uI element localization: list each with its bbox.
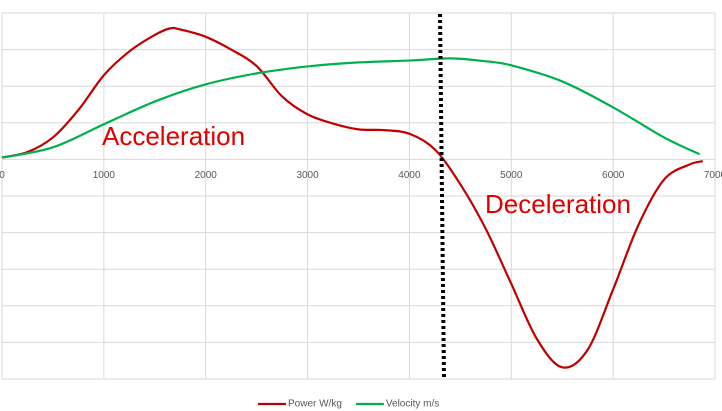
legend: Power W/kg Velocity m/s [258, 399, 439, 410]
x-tick-label: 0 [0, 170, 5, 181]
annotation: Deceleration [485, 189, 631, 219]
x-tick-label: 4000 [398, 170, 421, 181]
x-tick-label: 3000 [296, 170, 319, 181]
x-tick-label: 5000 [500, 170, 523, 181]
legend-label: Velocity m/s [386, 399, 439, 410]
legend-label: Power W/kg [288, 399, 342, 410]
line-series [1, 57, 701, 159]
x-tick-label: 7000 [704, 170, 722, 181]
x-tick-label: 2000 [195, 170, 218, 181]
plot [1, 26, 704, 369]
x-tick-label: 6000 [602, 170, 625, 181]
annotation: Acceleration [102, 121, 245, 151]
divider-line [438, 13, 446, 381]
line-series [1, 26, 704, 369]
x-tick-label: 1000 [93, 170, 116, 181]
